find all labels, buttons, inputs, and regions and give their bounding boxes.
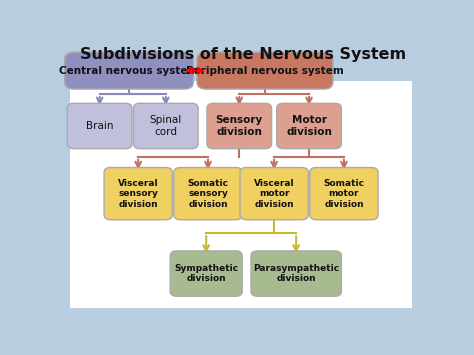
FancyBboxPatch shape — [70, 81, 412, 308]
Text: Spinal
cord: Spinal cord — [150, 115, 182, 137]
Text: Central nervous system: Central nervous system — [59, 66, 199, 76]
Text: Subdivisions of the Nervous System: Subdivisions of the Nervous System — [80, 48, 406, 62]
Text: Sensory
division: Sensory division — [216, 115, 263, 137]
Text: Parasympathetic
division: Parasympathetic division — [253, 264, 339, 283]
Text: Sympathetic
division: Sympathetic division — [174, 264, 238, 283]
FancyBboxPatch shape — [104, 168, 173, 220]
FancyBboxPatch shape — [197, 52, 333, 89]
Text: Motor
division: Motor division — [286, 115, 332, 137]
FancyBboxPatch shape — [170, 251, 242, 296]
FancyBboxPatch shape — [277, 103, 341, 149]
Text: Somatic
sensory
division: Somatic sensory division — [188, 179, 228, 208]
Text: Peripheral nervous system: Peripheral nervous system — [186, 66, 344, 76]
Text: Brain: Brain — [86, 121, 113, 131]
FancyBboxPatch shape — [65, 52, 193, 89]
Text: Visceral
sensory
division: Visceral sensory division — [118, 179, 158, 208]
FancyBboxPatch shape — [240, 168, 308, 220]
FancyBboxPatch shape — [134, 103, 198, 149]
Text: Visceral
motor
division: Visceral motor division — [254, 179, 294, 208]
FancyBboxPatch shape — [174, 168, 242, 220]
Text: Somatic
motor
division: Somatic motor division — [323, 179, 365, 208]
FancyBboxPatch shape — [67, 103, 132, 149]
FancyBboxPatch shape — [251, 251, 341, 296]
FancyBboxPatch shape — [310, 168, 378, 220]
FancyBboxPatch shape — [207, 103, 272, 149]
